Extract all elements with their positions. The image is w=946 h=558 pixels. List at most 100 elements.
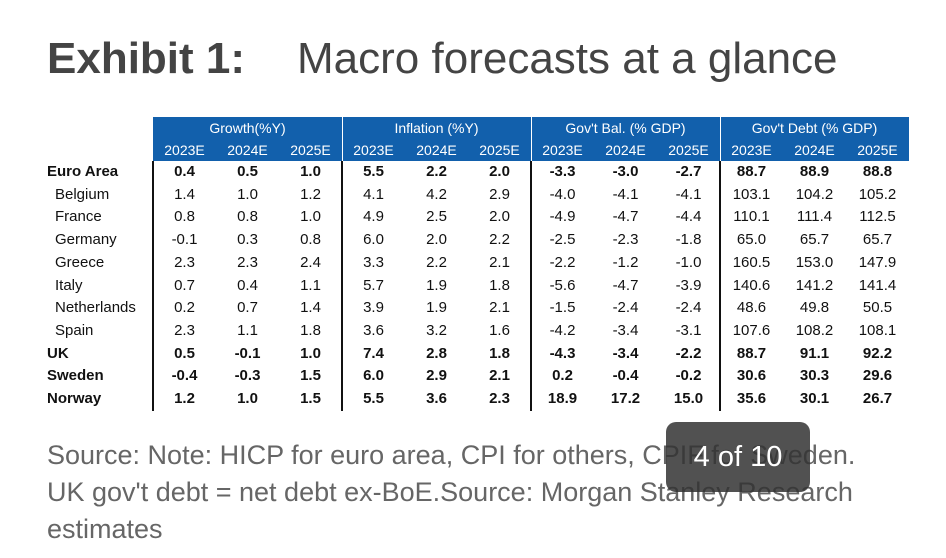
table-cell: 1.2: [174, 390, 195, 407]
table-cell: 0.2: [174, 299, 195, 317]
table-cell: 0.2: [552, 367, 573, 385]
table-cell: -0.4: [612, 367, 639, 385]
table-cell: 1.0: [300, 344, 321, 362]
table-cell: 1.5: [300, 390, 321, 407]
table-cell: 29.6: [862, 367, 893, 385]
table-cell: 5.5: [363, 163, 384, 180]
table-cell: 0.7: [174, 276, 195, 294]
row-label: Greece: [55, 253, 105, 271]
table-cell: 110.1: [733, 208, 770, 226]
table-cell: 1.5: [300, 367, 321, 385]
table-cell: -3.4: [612, 344, 639, 362]
table-cell: 4.2: [426, 185, 447, 203]
title: Exhibit 1: Macro forecasts at a glance: [47, 34, 838, 84]
table-cell: 5.5: [363, 390, 384, 407]
table-cell: 160.5: [732, 253, 771, 271]
table-cell: -2.7: [675, 163, 702, 180]
table-cell: -2.2: [675, 344, 702, 362]
table-cell: 3.9: [363, 299, 384, 317]
table-cell: -4.9: [549, 208, 576, 226]
table-cell: 2.5: [426, 208, 447, 226]
table-cell: 2.8: [426, 344, 447, 362]
table-cell: 1.0: [300, 208, 321, 226]
table-cell: 1.9: [426, 276, 447, 294]
group-header: Growth(%Y): [153, 117, 342, 139]
table-cell: 1.8: [489, 344, 510, 362]
table-cell: 48.6: [736, 299, 767, 317]
table-cell: 2.9: [489, 185, 510, 203]
table-cell: 1.8: [300, 321, 321, 339]
table-cell: 30.6: [736, 367, 767, 385]
table-cell: -2.2: [549, 253, 576, 271]
table-cell: 26.7: [862, 390, 893, 407]
year-header: 2023E: [342, 139, 405, 161]
table-cell: -4.2: [549, 321, 576, 339]
table-cell: -2.4: [612, 299, 639, 317]
year-header: 2025E: [846, 139, 909, 161]
table-cell: 4.1: [363, 185, 384, 203]
year-header: 2024E: [783, 139, 846, 161]
table-cell: 88.8: [862, 163, 893, 180]
table-cell: 1.1: [300, 276, 321, 294]
row-label: UK: [47, 344, 69, 362]
table-cell: 2.4: [300, 253, 321, 271]
table-cell: -3.3: [549, 163, 576, 180]
table-cell: 2.3: [174, 253, 195, 271]
table-cell: 1.9: [426, 299, 447, 317]
table-cell: 153.0: [795, 253, 834, 271]
table-cell: -0.1: [234, 344, 261, 362]
table-cell: 2.2: [426, 163, 447, 180]
year-header: 2025E: [468, 139, 531, 161]
table-cell: 1.0: [300, 163, 321, 180]
table-cell: 4.9: [363, 208, 384, 226]
header-divider: [720, 117, 721, 161]
table-cell: -4.1: [612, 185, 639, 203]
table-cell: -3.4: [612, 321, 639, 339]
table-cell: 0.7: [237, 299, 258, 317]
table-cell: 108.1: [858, 321, 897, 339]
group-header: Gov't Debt (% GDP): [720, 117, 909, 139]
table-cell: 65.7: [862, 231, 893, 249]
table-cell: -3.1: [675, 321, 702, 339]
table-cell: 5.7: [363, 276, 384, 294]
table-cell: 6.0: [363, 231, 384, 249]
table-cell: -3.0: [612, 163, 639, 180]
table-cell: 1.4: [300, 299, 321, 317]
table-cell: 35.6: [736, 390, 767, 407]
table-cell: 0.5: [237, 163, 258, 180]
table-cell: 3.3: [363, 253, 384, 271]
table-cell: 2.2: [489, 231, 510, 249]
table-cell: -0.2: [675, 367, 702, 385]
table-cell: 2.9: [426, 367, 447, 385]
table-cell: 1.1: [237, 321, 258, 339]
table-cell: 3.2: [426, 321, 447, 339]
table-cell: -4.7: [612, 208, 639, 226]
table-cell: 65.7: [799, 231, 830, 249]
table-cell: 0.4: [174, 163, 195, 180]
table-cell: 141.2: [795, 276, 834, 294]
table-cell: 2.3: [237, 253, 258, 271]
table-cell: 30.1: [799, 390, 830, 407]
table-cell: 30.3: [799, 367, 830, 385]
group-header: Gov't Bal. (% GDP): [531, 117, 720, 139]
table-cell: -3.9: [675, 276, 702, 294]
table-cell: 2.0: [489, 208, 510, 226]
table-cell: 140.6: [732, 276, 771, 294]
header-divider: [531, 117, 532, 161]
year-header: 2024E: [594, 139, 657, 161]
table-cell: 111.4: [796, 208, 833, 226]
year-header: 2023E: [531, 139, 594, 161]
page-indicator: 4 of 10: [666, 422, 810, 492]
table-cell: 49.8: [799, 299, 830, 317]
table-cell: 88.7: [736, 163, 767, 180]
table-cell: -1.2: [612, 253, 639, 271]
year-header: 2024E: [405, 139, 468, 161]
table-cell: 1.8: [489, 276, 510, 294]
table-cell: -0.3: [234, 367, 261, 385]
table-cell: 88.7: [736, 344, 767, 362]
row-label: Germany: [55, 231, 117, 249]
year-header: 2024E: [216, 139, 279, 161]
table-cell: -0.4: [171, 367, 198, 385]
table-cell: 0.3: [237, 231, 258, 249]
table-cell: 7.4: [363, 344, 384, 362]
